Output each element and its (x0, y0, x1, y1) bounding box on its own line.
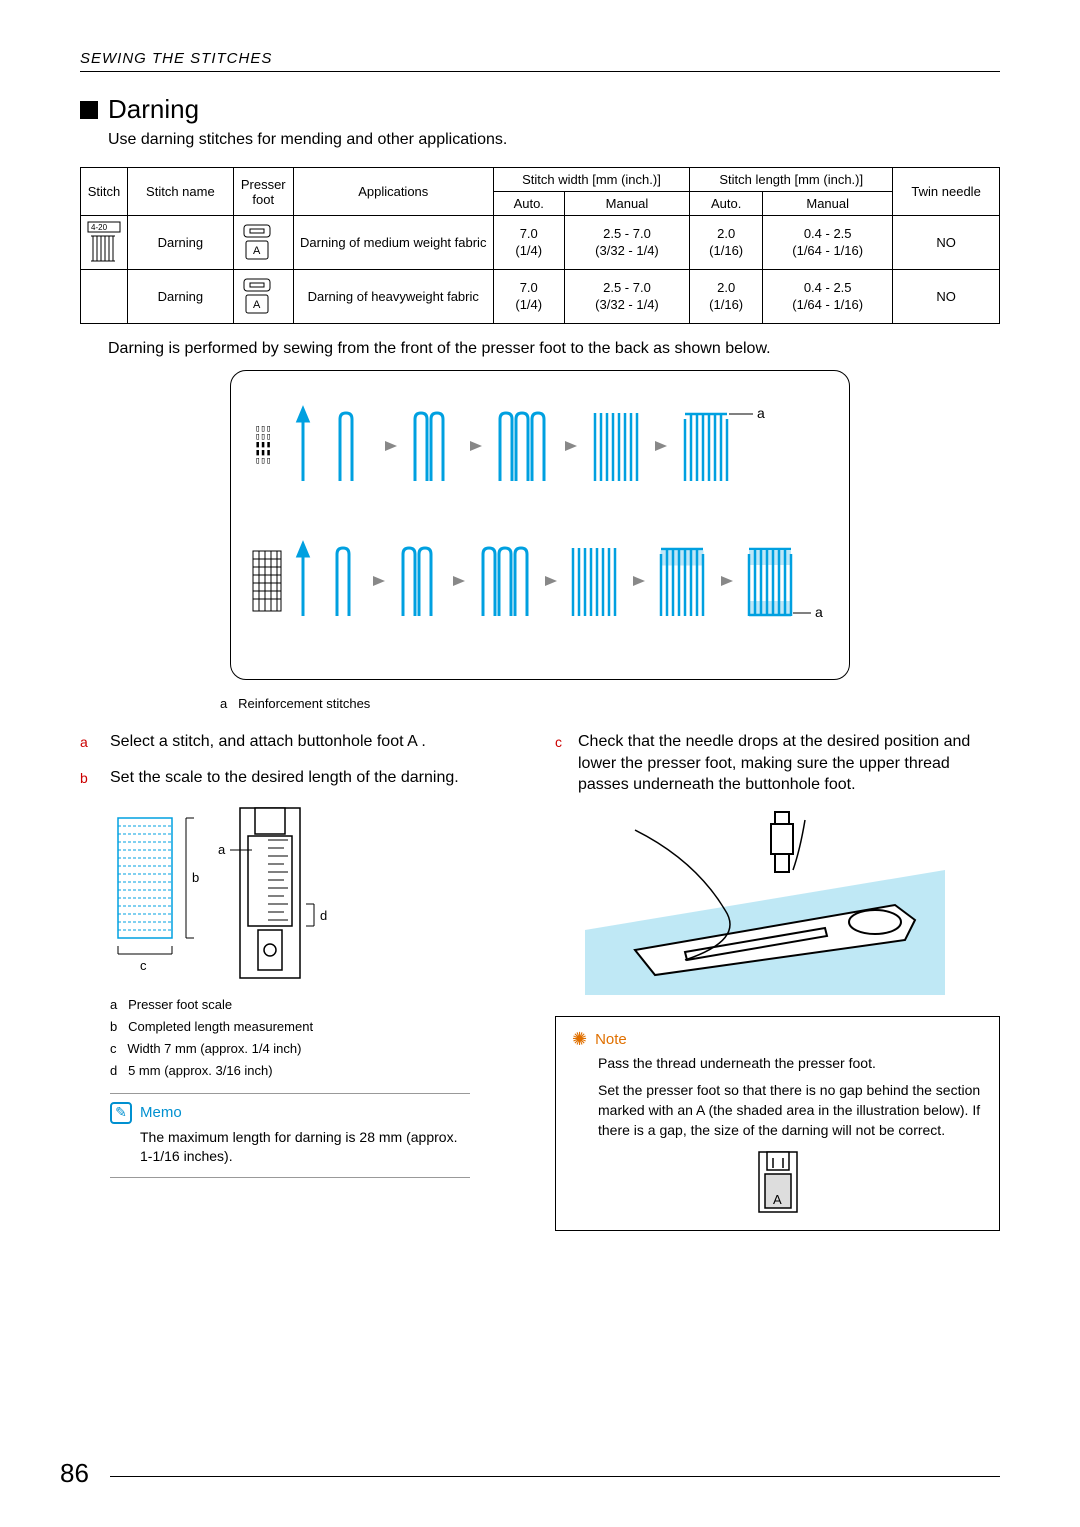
stitch-icon: 4-20 (81, 216, 128, 270)
right-column: c Check that the needle drops at the des… (555, 731, 1000, 1231)
memo-text: The maximum length for darning is 28 mm … (140, 1128, 460, 1167)
cell-twin: NO (893, 270, 1000, 324)
description-text: Darning is performed by sewing from the … (108, 340, 1000, 358)
th-len-auto: Auto. (690, 192, 763, 216)
stitch-icon-label: 4-20 (91, 223, 108, 232)
step-marker: b (80, 767, 94, 789)
th-len-manual: Manual (763, 192, 893, 216)
cell-width-manual: 2.5 - 7.0(3/32 - 1/4) (564, 216, 689, 270)
page-subtitle: Use darning stitches for mending and oth… (108, 131, 1000, 149)
step-c: c Check that the needle drops at the des… (555, 731, 1000, 796)
table-row: Darning A Darning of heavyweight fabric … (81, 270, 1000, 324)
svg-text:A: A (253, 299, 261, 311)
th-width-manual: Manual (564, 192, 689, 216)
th-length: Stitch length [mm (inch.)] (690, 168, 893, 192)
stitch-table: Stitch Stitch name Presser foot Applicat… (80, 167, 1000, 324)
legend-item: c Width 7 mm (approx. 1/4 inch) (110, 1038, 525, 1060)
svg-text:a: a (218, 842, 226, 857)
cell-twin: NO (893, 216, 1000, 270)
svg-text:a: a (757, 405, 765, 421)
cell-width-manual: 2.5 - 7.0(3/32 - 1/4) (564, 270, 689, 324)
svg-text:b: b (192, 870, 199, 885)
svg-text:A: A (773, 1192, 782, 1207)
legend-item: b Completed length measurement (110, 1016, 525, 1038)
table-row: 4-20 Darning A Darning of medium weight … (81, 216, 1000, 270)
legend-item: d 5 mm (approx. 3/16 inch) (110, 1060, 525, 1082)
svg-text:d: d (320, 908, 327, 923)
page-number: 86 (60, 1458, 89, 1489)
th-foot: Presser foot (233, 168, 293, 216)
svg-text:c: c (140, 958, 147, 973)
memo-icon: ✎ (110, 1102, 132, 1124)
svg-text:▯▯▯: ▯▯▯ (255, 456, 271, 466)
note-title: Note (595, 1031, 627, 1048)
cell-len-auto: 2.0(1/16) (690, 216, 763, 270)
svg-text:A: A (253, 245, 261, 257)
section-heading: SEWING THE STITCHES (80, 50, 1000, 67)
cell-app: Darning of medium weight fabric (293, 216, 493, 270)
cell-name: Darning (128, 216, 234, 270)
cell-name: Darning (128, 270, 234, 324)
note-box: ✺ Note Pass the thread underneath the pr… (555, 1016, 1000, 1231)
cell-len-manual: 0.4 - 2.5(1/64 - 1/16) (763, 270, 893, 324)
presser-foot-illustration (575, 810, 955, 1000)
cell-width-auto: 7.0(1/4) (493, 270, 564, 324)
divider (110, 1177, 470, 1178)
stitch-icon (81, 270, 128, 324)
presser-foot-icon: A (233, 216, 293, 270)
page-header: SEWING THE STITCHES Darning Use darning … (80, 50, 1000, 149)
note-illustration: A (743, 1148, 813, 1218)
step-marker: a (80, 731, 94, 753)
scale-diagram: c b (110, 804, 370, 984)
cell-len-manual: 0.4 - 2.5(1/64 - 1/16) (763, 216, 893, 270)
presser-foot-icon: A (233, 270, 293, 324)
th-name: Stitch name (128, 168, 234, 216)
page-title: Darning (108, 94, 199, 125)
note-text: Set the presser foot so that there is no… (598, 1081, 983, 1140)
cell-app: Darning of heavyweight fabric (293, 270, 493, 324)
cell-width-auto: 7.0(1/4) (493, 216, 564, 270)
step-text: Set the scale to the desired length of t… (110, 767, 459, 789)
left-column: a Select a stitch, and attach buttonhole… (80, 731, 525, 1231)
note-text: Pass the thread underneath the presser f… (598, 1054, 983, 1074)
step-b: b Set the scale to the desired length of… (80, 767, 525, 789)
th-twin: Twin needle (893, 168, 1000, 216)
legend-item: a Presser foot scale (110, 994, 525, 1016)
th-width-auto: Auto. (493, 192, 564, 216)
step-marker: c (555, 731, 562, 796)
footer-rule (110, 1476, 1000, 1477)
svg-text:a: a (815, 604, 823, 620)
title-bullet-icon (80, 101, 98, 119)
th-apps: Applications (293, 168, 493, 216)
memo-title: Memo (140, 1104, 182, 1121)
cell-len-auto: 2.0(1/16) (690, 270, 763, 324)
th-width: Stitch width [mm (inch.)] (493, 168, 689, 192)
memo-header: ✎ Memo (110, 1102, 525, 1124)
step-text: Select a stitch, and attach buttonhole f… (110, 731, 426, 753)
header-rule (80, 71, 1000, 72)
note-icon: ✺ (572, 1029, 587, 1050)
diagram-caption: a Reinforcement stitches (220, 696, 1000, 711)
step-a: a Select a stitch, and attach buttonhole… (80, 731, 525, 753)
th-stitch: Stitch (81, 168, 128, 216)
darning-diagram: ▯▯▯▯▯▯▮▮▮▮▮▮▯▯▯ (230, 370, 850, 680)
step-text: Check that the needle drops at the desir… (578, 731, 1000, 796)
legend: a Presser foot scale b Completed length … (110, 994, 525, 1082)
divider (110, 1093, 470, 1094)
